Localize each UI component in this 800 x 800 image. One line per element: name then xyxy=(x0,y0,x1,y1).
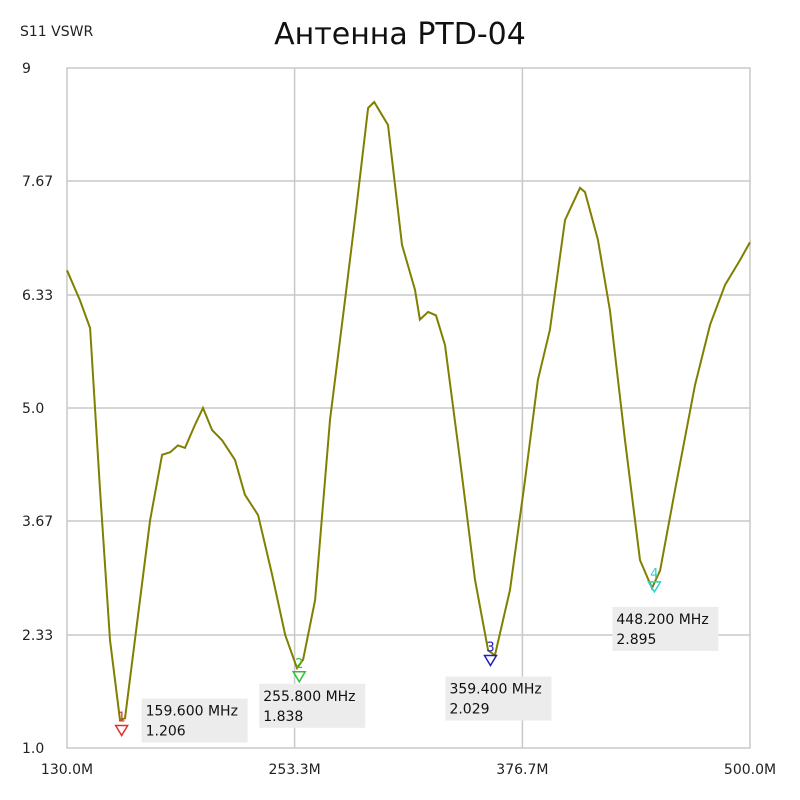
marker xyxy=(114,724,129,737)
marker-label: 4 xyxy=(650,567,658,582)
x-tick-label: 500.0M xyxy=(724,762,776,778)
marker xyxy=(647,581,662,594)
x-tick-label: 376.7M xyxy=(496,762,548,778)
y-tick-label: 9 xyxy=(22,61,31,77)
marker-box xyxy=(141,698,248,743)
x-tick-label: 130.0M xyxy=(41,762,93,778)
y-tick-label: 2.33 xyxy=(22,628,53,644)
marker-frequency: 255.800 MHz xyxy=(263,689,355,705)
y-tick-label: 6.33 xyxy=(22,288,53,304)
marker-label: 3 xyxy=(486,641,494,656)
y-tick-label: 5.0 xyxy=(22,401,44,417)
marker xyxy=(483,654,498,667)
line-series xyxy=(66,100,751,722)
marker-value: 2.895 xyxy=(616,632,656,648)
y-axis-label: S11 VSWR xyxy=(20,24,93,40)
marker-box xyxy=(259,683,366,728)
marker-frequency: 159.600 MHz xyxy=(146,703,238,719)
marker-label: 2 xyxy=(295,657,303,672)
marker-value: 1.838 xyxy=(263,709,303,725)
marker-frequency: 359.400 MHz xyxy=(449,682,541,698)
chart-title: Антенна PTD-04 xyxy=(274,17,526,52)
y-tick-label: 3.67 xyxy=(22,514,53,530)
x-tick-label: 253.3M xyxy=(269,762,321,778)
y-tick-label: 1.0 xyxy=(22,741,44,757)
y-tick-label: 7.67 xyxy=(22,174,53,190)
marker-box xyxy=(612,606,719,651)
marker-label: 1 xyxy=(117,710,125,725)
marker-value: 2.029 xyxy=(449,702,489,718)
marker-frequency: 448.200 MHz xyxy=(616,612,708,628)
marker-value: 1.206 xyxy=(146,723,186,739)
marker xyxy=(291,671,307,684)
marker-box xyxy=(445,676,552,721)
